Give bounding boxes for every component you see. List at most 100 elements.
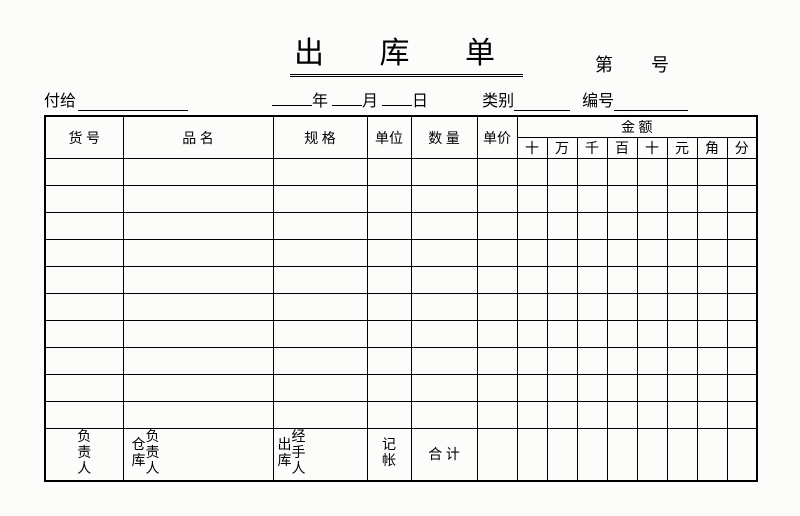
cell[interactable] [697, 213, 727, 240]
cell[interactable] [477, 240, 517, 267]
cell[interactable] [411, 240, 477, 267]
cell[interactable] [411, 267, 477, 294]
cell[interactable] [667, 321, 697, 348]
cell[interactable] [273, 348, 367, 375]
cell[interactable] [123, 402, 273, 429]
cell[interactable] [547, 321, 577, 348]
cell[interactable] [607, 186, 637, 213]
cell[interactable] [517, 213, 547, 240]
cell[interactable] [367, 294, 411, 321]
cell[interactable] [577, 240, 607, 267]
cell[interactable] [637, 159, 667, 186]
cell[interactable] [727, 375, 757, 402]
cell[interactable] [697, 375, 727, 402]
cell[interactable] [273, 375, 367, 402]
cell[interactable] [517, 402, 547, 429]
cell[interactable] [477, 213, 517, 240]
date-field[interactable]: 年 月 日 [272, 87, 428, 111]
cell[interactable] [123, 186, 273, 213]
cell[interactable] [637, 267, 667, 294]
cell[interactable] [367, 348, 411, 375]
cell[interactable] [727, 186, 757, 213]
cell[interactable] [577, 186, 607, 213]
cell[interactable] [607, 348, 637, 375]
cell[interactable] [45, 213, 123, 240]
cell[interactable] [607, 294, 637, 321]
cell[interactable] [547, 375, 577, 402]
cell[interactable] [411, 294, 477, 321]
cell[interactable] [667, 348, 697, 375]
cell[interactable] [577, 321, 607, 348]
cell[interactable] [477, 186, 517, 213]
cell[interactable] [273, 321, 367, 348]
cell[interactable] [577, 402, 607, 429]
cell[interactable] [273, 267, 367, 294]
cell[interactable] [667, 402, 697, 429]
cell[interactable] [367, 267, 411, 294]
category-field[interactable] [514, 93, 570, 111]
cell[interactable] [411, 402, 477, 429]
cell[interactable] [367, 240, 411, 267]
cell[interactable] [477, 348, 517, 375]
cell[interactable] [123, 348, 273, 375]
cell[interactable] [637, 321, 667, 348]
cell[interactable] [727, 348, 757, 375]
cell[interactable] [45, 321, 123, 348]
cell[interactable] [697, 348, 727, 375]
cell[interactable] [367, 213, 411, 240]
cell[interactable] [411, 375, 477, 402]
cell[interactable] [123, 321, 273, 348]
cell[interactable] [637, 348, 667, 375]
cell[interactable] [411, 159, 477, 186]
cell[interactable] [727, 294, 757, 321]
cell[interactable] [517, 159, 547, 186]
cell[interactable] [273, 159, 367, 186]
cell[interactable] [123, 240, 273, 267]
cell[interactable] [45, 186, 123, 213]
cell[interactable] [667, 159, 697, 186]
cell[interactable] [517, 240, 547, 267]
cell[interactable] [273, 294, 367, 321]
serial-field[interactable] [614, 93, 688, 111]
cell[interactable] [45, 267, 123, 294]
cell[interactable] [637, 375, 667, 402]
cell[interactable] [577, 348, 607, 375]
cell[interactable] [123, 159, 273, 186]
cell[interactable] [577, 213, 607, 240]
cell[interactable] [727, 267, 757, 294]
cell[interactable] [411, 321, 477, 348]
cell[interactable] [607, 375, 637, 402]
cell[interactable] [517, 267, 547, 294]
cell[interactable] [273, 240, 367, 267]
cell[interactable] [667, 213, 697, 240]
cell[interactable] [637, 402, 667, 429]
cell[interactable] [45, 240, 123, 267]
cell[interactable] [45, 375, 123, 402]
cell[interactable] [517, 186, 547, 213]
cell[interactable] [667, 375, 697, 402]
cell[interactable] [367, 321, 411, 348]
cell[interactable] [667, 240, 697, 267]
cell[interactable] [667, 294, 697, 321]
cell[interactable] [367, 186, 411, 213]
cell[interactable] [123, 267, 273, 294]
cell[interactable] [577, 159, 607, 186]
cell[interactable] [637, 213, 667, 240]
cell[interactable] [667, 267, 697, 294]
cell[interactable] [697, 402, 727, 429]
cell[interactable] [577, 267, 607, 294]
cell[interactable] [547, 402, 577, 429]
cell[interactable] [727, 402, 757, 429]
cell[interactable] [547, 186, 577, 213]
cell[interactable] [547, 294, 577, 321]
cell[interactable] [727, 159, 757, 186]
cell[interactable] [727, 240, 757, 267]
cell[interactable] [637, 186, 667, 213]
cell[interactable] [477, 159, 517, 186]
cell[interactable] [697, 321, 727, 348]
cell[interactable] [477, 402, 517, 429]
cell[interactable] [411, 348, 477, 375]
cell[interactable] [123, 213, 273, 240]
cell[interactable] [517, 375, 547, 402]
pay-to-field[interactable] [78, 93, 188, 111]
